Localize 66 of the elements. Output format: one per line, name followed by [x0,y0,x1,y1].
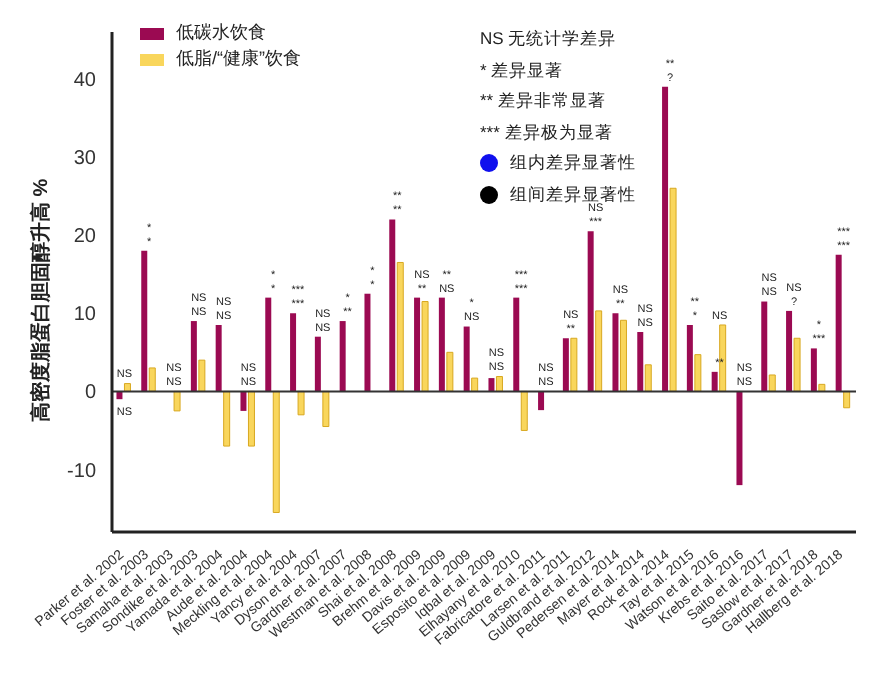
bar [265,297,272,392]
bar [662,86,669,392]
bar [843,390,851,409]
bar [786,310,793,392]
y-tick-label: 0 [84,382,97,405]
bar [446,351,454,392]
bar [198,359,206,392]
bar [595,310,603,392]
bar [438,297,445,392]
annotation: NS 无统计学差异 [480,26,619,52]
y-tick-label: 30 [73,148,97,171]
bar [810,348,817,392]
annotation: 组间差异显著性 [510,183,636,203]
y-tick-label: 10 [73,304,97,327]
bar [148,367,156,392]
bar [520,390,528,431]
bar [513,297,520,392]
bar [644,364,652,392]
bar [290,313,297,392]
legend-label: 低脂/“健康”饮食 [176,46,301,72]
annotation: 组内差异显著性 [510,150,636,176]
y-tick-label: 40 [73,69,97,92]
bar [215,324,222,392]
bar [686,324,693,392]
bar [322,390,330,428]
bar [414,297,421,392]
bar [314,336,321,392]
bar [669,187,677,392]
bar [247,390,255,447]
bar [297,390,305,416]
bar [396,261,404,392]
bar [694,354,702,392]
y-tick-label: 20 [73,226,97,249]
bar [835,254,842,392]
bar [768,374,776,392]
bar [463,326,470,392]
bar [173,390,181,412]
bar [141,250,148,392]
annotation: *** 差异极为显著 [480,119,615,145]
bar [761,301,768,392]
bar [471,377,479,392]
bar [562,338,569,392]
bar [538,391,545,411]
bar [488,378,495,392]
bar [587,231,594,392]
bar [272,390,280,513]
bar [339,321,346,392]
bar [223,390,231,447]
bar [190,321,197,392]
bar [637,332,644,392]
annotation: ** 差异非常显著 [480,88,608,114]
y-axis-title: 高密度脂蛋白胆固醇升高 % [29,178,54,422]
bar [719,324,727,392]
bar [711,371,718,392]
bar [612,313,619,392]
bar [389,219,396,392]
bar [736,391,743,486]
bar [240,391,247,411]
bar [619,319,627,392]
y-tick-label: -10 [67,460,97,483]
bar [570,337,578,392]
bar [364,293,371,392]
bar [421,301,429,392]
annotation: * 差异显著 [480,57,566,83]
bar [793,337,801,392]
legend-label: 低碳水饮食 [176,20,266,46]
